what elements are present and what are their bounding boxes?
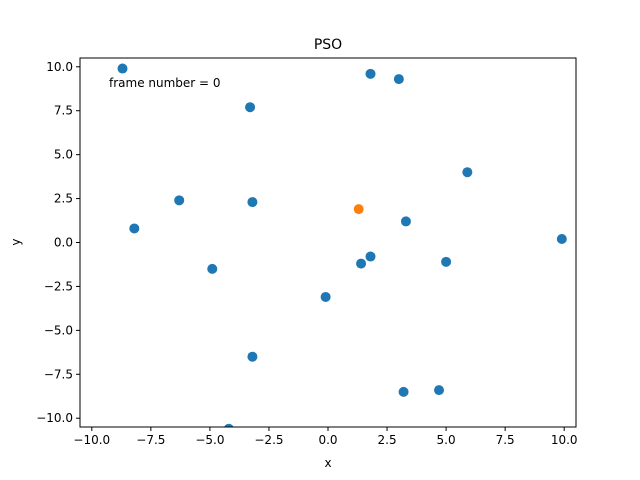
particle-point-11 bbox=[356, 258, 367, 269]
particle-point-10 bbox=[365, 251, 376, 262]
chart-title: PSO bbox=[314, 37, 342, 53]
particle-point-17 bbox=[398, 386, 409, 397]
y-tick-label: −10.0 bbox=[36, 411, 73, 425]
x-tick-label: −5.0 bbox=[195, 433, 224, 447]
x-tick-label: 7.5 bbox=[496, 433, 515, 447]
best-particle-point-0 bbox=[353, 204, 364, 215]
y-tick-label: 7.5 bbox=[54, 104, 73, 118]
x-tick-label: 2.5 bbox=[378, 433, 397, 447]
particle-point-5 bbox=[174, 195, 185, 206]
x-axis-label: x bbox=[324, 456, 331, 470]
particle-point-13 bbox=[207, 263, 218, 274]
x-tick-label: −7.5 bbox=[136, 433, 165, 447]
x-tick-label: 10.0 bbox=[551, 433, 578, 447]
particle-point-16 bbox=[434, 385, 445, 396]
particle-point-12 bbox=[441, 256, 452, 267]
x-tick-label: −2.5 bbox=[254, 433, 283, 447]
plot-markers bbox=[117, 63, 567, 427]
particle-point-4 bbox=[462, 167, 473, 178]
y-axis-ticks: −10.0 −7.5 −5.0 −2.5 0.0 2.5 5.0 7.5 10.0 bbox=[36, 60, 80, 425]
particle-point-9 bbox=[556, 233, 567, 244]
particle-point-15 bbox=[247, 351, 258, 362]
y-tick-label: −7.5 bbox=[44, 367, 73, 381]
particle-point-8 bbox=[129, 223, 140, 234]
annotation-frame-number: frame number = 0 bbox=[109, 76, 221, 90]
particle-point-0 bbox=[117, 63, 128, 74]
x-axis-ticks: −10.0 −7.5 −5.0 −2.5 0.0 2.5 5.0 7.5 10.0 bbox=[73, 427, 578, 447]
particle-point-1 bbox=[365, 68, 376, 79]
y-tick-label: 5.0 bbox=[54, 148, 73, 162]
x-tick-label: 5.0 bbox=[437, 433, 456, 447]
particle-point-14 bbox=[320, 291, 331, 302]
x-tick-label: −10.0 bbox=[73, 433, 110, 447]
particle-point-7 bbox=[400, 216, 411, 227]
particle-point-18 bbox=[224, 423, 234, 427]
particle-point-3 bbox=[245, 102, 256, 113]
particle-point-6 bbox=[247, 197, 258, 208]
y-tick-label: −2.5 bbox=[44, 279, 73, 293]
particle-point-2 bbox=[393, 74, 404, 85]
y-tick-label: 0.0 bbox=[54, 236, 73, 250]
y-axis-label: y bbox=[9, 238, 23, 245]
y-tick-label: 2.5 bbox=[54, 192, 73, 206]
y-tick-label: −5.0 bbox=[44, 323, 73, 337]
y-tick-label: 10.0 bbox=[46, 60, 73, 74]
x-tick-label: 0.0 bbox=[318, 433, 337, 447]
